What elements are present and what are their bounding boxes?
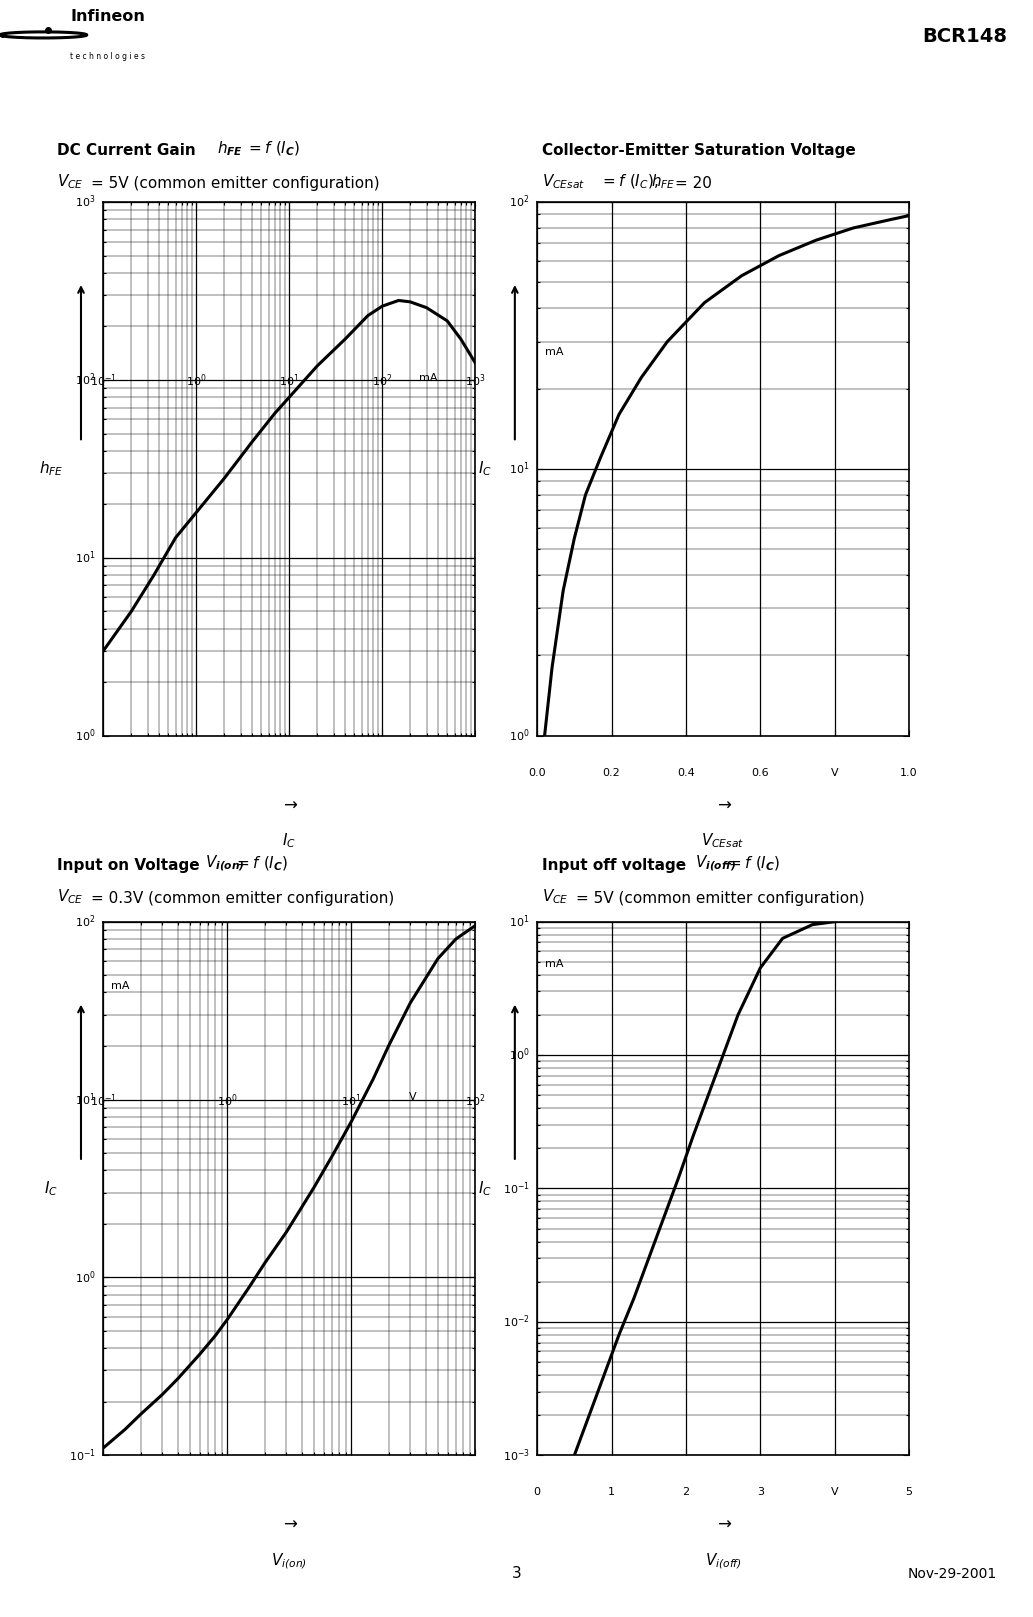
Text: 0.4: 0.4	[677, 768, 695, 778]
Text: $V_\mathregular{i(on)}$: $V_\mathregular{i(on)}$	[272, 1551, 307, 1572]
Text: t e c h n o l o g i e s: t e c h n o l o g i e s	[70, 52, 146, 61]
Text: $10^{2}$: $10^{2}$	[75, 914, 96, 930]
Text: $V_\mathregular{CE}$: $V_\mathregular{CE}$	[57, 886, 84, 906]
Text: V: V	[831, 768, 839, 778]
Text: $10^{0}$: $10^{0}$	[75, 728, 96, 744]
Text: $V_\mathregular{i(off)}$: $V_\mathregular{i(off)}$	[695, 854, 737, 873]
Text: $V_\mathregular{CEsat}$: $V_\mathregular{CEsat}$	[542, 171, 586, 191]
Text: mA: mA	[419, 374, 438, 383]
Text: = 0.3V (common emitter configuration): = 0.3V (common emitter configuration)	[91, 891, 395, 906]
Text: Input off voltage: Input off voltage	[542, 859, 692, 873]
Text: = 20: = 20	[675, 176, 712, 191]
Text: $10^{0}$: $10^{0}$	[75, 1269, 96, 1286]
Text: 0.6: 0.6	[751, 768, 770, 778]
Text: mA: mA	[111, 982, 129, 991]
Text: $= f\ (I_\mathregular{C})$: $= f\ (I_\mathregular{C})$	[246, 141, 301, 158]
Text: $= f\ (I_\mathregular{C})$: $= f\ (I_\mathregular{C})$	[234, 855, 289, 873]
Text: $\rightarrow$: $\rightarrow$	[714, 794, 732, 812]
Text: $V_\mathregular{i(off)}$: $V_\mathregular{i(off)}$	[705, 1551, 742, 1572]
Text: $10^{1}$: $10^{1}$	[75, 1091, 96, 1108]
Text: 0.2: 0.2	[602, 768, 621, 778]
Text: 2: 2	[683, 1488, 689, 1497]
Text: $I_C$: $I_C$	[478, 1179, 492, 1198]
Text: $10^{-3}$: $10^{-3}$	[503, 1447, 530, 1463]
Text: $10^{1}$: $10^{1}$	[509, 461, 530, 477]
Text: $= f\ (I_\mathregular{C})$: $= f\ (I_\mathregular{C})$	[726, 855, 781, 873]
Text: $10^{2}$: $10^{2}$	[509, 194, 530, 210]
Text: $V_\mathregular{CE}$: $V_\mathregular{CE}$	[57, 171, 84, 191]
Text: Collector-Emitter Saturation Voltage: Collector-Emitter Saturation Voltage	[542, 144, 856, 158]
Text: $10^{-1}$: $10^{-1}$	[69, 1447, 96, 1463]
Text: $V_\mathregular{CE}$: $V_\mathregular{CE}$	[542, 886, 569, 906]
Text: $\rightarrow$: $\rightarrow$	[280, 1514, 299, 1531]
Text: $h_\mathregular{FE}$: $h_\mathregular{FE}$	[651, 171, 676, 191]
Text: $10^{1}$: $10^{1}$	[341, 1093, 362, 1109]
Text: Infineon: Infineon	[70, 8, 145, 24]
Text: V: V	[831, 1488, 839, 1497]
Text: $10^{0}$: $10^{0}$	[186, 374, 207, 390]
Text: 3: 3	[757, 1488, 763, 1497]
Text: BCR148: BCR148	[922, 27, 1007, 45]
Text: $10^{2}$: $10^{2}$	[372, 374, 393, 390]
Text: 5: 5	[906, 1488, 912, 1497]
Text: $10^{-1}$: $10^{-1}$	[503, 1180, 530, 1197]
Text: $I_C$: $I_C$	[282, 831, 296, 851]
Text: $10^{3}$: $10^{3}$	[465, 374, 486, 390]
Text: 0.0: 0.0	[528, 768, 546, 778]
Text: Nov-29-2001: Nov-29-2001	[908, 1567, 997, 1581]
Text: = 5V (common emitter configuration): = 5V (common emitter configuration)	[576, 891, 865, 906]
Text: $I_C$: $I_C$	[478, 459, 492, 479]
Text: mA: mA	[544, 959, 563, 969]
Text: $h_\mathregular{FE}$: $h_\mathregular{FE}$	[217, 139, 243, 158]
Text: $10^{-2}$: $10^{-2}$	[503, 1313, 530, 1331]
Text: $V_\mathregular{CEsat}$: $V_\mathregular{CEsat}$	[701, 831, 745, 851]
Text: 3: 3	[511, 1567, 522, 1581]
Text: $V_\mathregular{i(on)}$: $V_\mathregular{i(on)}$	[205, 854, 244, 873]
Text: $10^{0}$: $10^{0}$	[509, 1046, 530, 1064]
Text: $\rightarrow$: $\rightarrow$	[280, 794, 299, 812]
Text: V: V	[409, 1093, 417, 1103]
Text: $10^{1}$: $10^{1}$	[75, 550, 96, 566]
Text: $10^{3}$: $10^{3}$	[75, 194, 96, 210]
Text: 1.0: 1.0	[900, 768, 918, 778]
Text: $I_C$: $I_C$	[44, 1179, 58, 1198]
Text: $h_\mathregular{FE}$: $h_\mathregular{FE}$	[39, 459, 63, 479]
Text: $10^{2}$: $10^{2}$	[465, 1093, 486, 1109]
Text: $10^{2}$: $10^{2}$	[75, 372, 96, 388]
Text: Input on Voltage: Input on Voltage	[57, 859, 205, 873]
Text: $= f\ (I_\mathregular{C}),\ $: $= f\ (I_\mathregular{C}),\ $	[600, 173, 659, 191]
Text: 1: 1	[608, 1488, 615, 1497]
Text: $10^{-1}$: $10^{-1}$	[90, 374, 117, 390]
Text: DC Current Gain: DC Current Gain	[57, 144, 200, 158]
Text: $\rightarrow$: $\rightarrow$	[714, 1514, 732, 1531]
Text: $10^{1}$: $10^{1}$	[509, 914, 530, 930]
Text: $10^{0}$: $10^{0}$	[509, 728, 530, 744]
Text: 0: 0	[534, 1488, 540, 1497]
Text: = 5V (common emitter configuration): = 5V (common emitter configuration)	[91, 176, 379, 191]
Text: mA: mA	[544, 346, 563, 356]
Text: $10^{1}$: $10^{1}$	[279, 374, 300, 390]
Text: $10^{0}$: $10^{0}$	[217, 1093, 238, 1109]
Text: $10^{-1}$: $10^{-1}$	[90, 1093, 117, 1109]
